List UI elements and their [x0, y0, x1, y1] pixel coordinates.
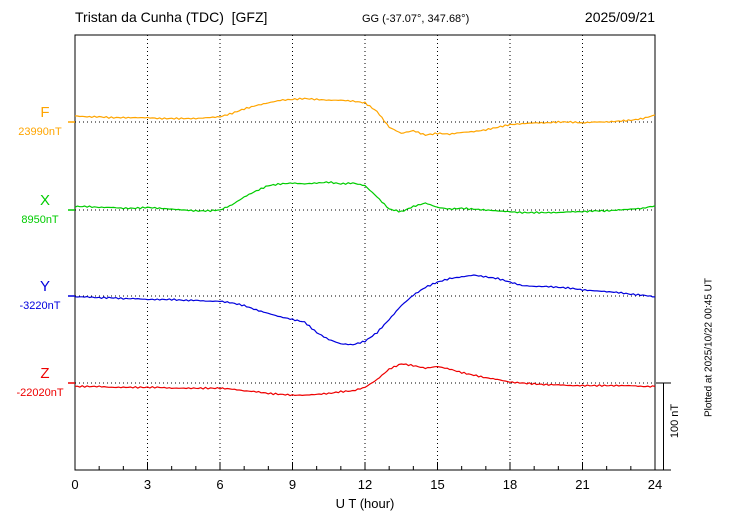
x-tick-label: 9	[288, 477, 297, 492]
x-tick-label: 24	[647, 477, 663, 492]
x-tick-label: 0	[71, 477, 79, 492]
series-baseline-z: -22020nT	[16, 387, 64, 399]
series-label-f: F	[40, 104, 50, 121]
station-title: Tristan da Cunha (TDC) [GFZ]	[75, 9, 268, 25]
x-tick-label: 21	[575, 477, 590, 492]
series-baseline-f: 23990nT	[18, 126, 62, 138]
x-tick-label: 18	[502, 477, 518, 492]
series-baseline-y: -3220nT	[19, 300, 61, 312]
series-baseline-x: 8950nT	[21, 214, 59, 226]
series-label-z: Z	[40, 365, 50, 382]
series-label-x: X	[39, 192, 50, 209]
geo-coordinates: GG (-37.07°, 347.68°)	[362, 13, 470, 25]
x-tick-label: 15	[430, 477, 445, 492]
x-tick-label: 6	[216, 477, 224, 492]
scale-bar-label: 100 nT	[669, 403, 681, 439]
x-tick-label: 3	[143, 477, 152, 492]
x-tick-label: 12	[357, 477, 373, 492]
x-axis-title: U T (hour)	[335, 496, 395, 511]
series-label-y: Y	[39, 278, 50, 295]
plot-date: 2025/09/21	[584, 9, 655, 25]
plotted-at-note: Plotted at 2025/10/22 00:45 UT	[703, 278, 715, 417]
